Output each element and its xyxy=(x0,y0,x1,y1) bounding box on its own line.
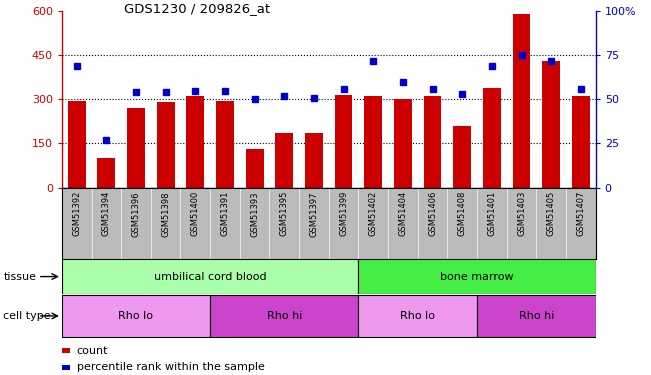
Text: GSM51401: GSM51401 xyxy=(488,191,496,236)
Text: GSM51396: GSM51396 xyxy=(132,191,141,237)
Text: cell type: cell type xyxy=(3,311,51,321)
Text: GDS1230 / 209826_at: GDS1230 / 209826_at xyxy=(124,2,270,15)
Bar xyxy=(68,101,85,188)
Text: GSM51391: GSM51391 xyxy=(221,191,229,237)
Bar xyxy=(359,295,477,337)
Bar xyxy=(127,108,145,188)
Bar xyxy=(62,260,359,294)
Text: GSM51406: GSM51406 xyxy=(428,191,437,237)
Text: percentile rank within the sample: percentile rank within the sample xyxy=(77,363,265,372)
Text: GSM51400: GSM51400 xyxy=(191,191,200,236)
Text: GSM51405: GSM51405 xyxy=(547,191,556,236)
Text: GSM51404: GSM51404 xyxy=(398,191,408,236)
Bar xyxy=(216,101,234,188)
Bar xyxy=(359,260,596,294)
Bar xyxy=(186,96,204,188)
Text: GSM51402: GSM51402 xyxy=(368,191,378,236)
Text: Rho hi: Rho hi xyxy=(519,311,554,321)
Text: tissue: tissue xyxy=(3,272,36,282)
Bar xyxy=(245,149,264,188)
Text: GSM51403: GSM51403 xyxy=(517,191,526,237)
Text: umbilical cord blood: umbilical cord blood xyxy=(154,272,266,282)
Text: count: count xyxy=(77,346,108,355)
Text: GSM51394: GSM51394 xyxy=(102,191,111,237)
Bar xyxy=(335,95,352,188)
Text: bone marrow: bone marrow xyxy=(440,272,514,282)
Bar xyxy=(275,133,293,188)
Bar xyxy=(305,133,323,188)
Bar xyxy=(157,102,174,188)
Bar xyxy=(365,96,382,188)
Text: GSM51408: GSM51408 xyxy=(458,191,467,237)
Bar xyxy=(210,295,359,337)
Bar xyxy=(62,295,210,337)
Text: GSM51407: GSM51407 xyxy=(576,191,585,237)
Bar xyxy=(424,96,441,188)
Bar xyxy=(98,158,115,188)
Text: Rho lo: Rho lo xyxy=(400,311,436,321)
Text: Rho hi: Rho hi xyxy=(266,311,302,321)
Bar xyxy=(477,295,596,337)
Bar xyxy=(394,99,412,188)
Text: GSM51392: GSM51392 xyxy=(72,191,81,237)
Text: Rho lo: Rho lo xyxy=(118,311,154,321)
Bar xyxy=(483,88,501,188)
Text: GSM51395: GSM51395 xyxy=(280,191,289,237)
Text: GSM51399: GSM51399 xyxy=(339,191,348,237)
Bar xyxy=(512,14,531,188)
Text: GSM51397: GSM51397 xyxy=(309,191,318,237)
Bar xyxy=(542,61,560,188)
Bar xyxy=(572,96,590,188)
Text: GSM51398: GSM51398 xyxy=(161,191,170,237)
Text: GSM51393: GSM51393 xyxy=(250,191,259,237)
Bar xyxy=(453,126,471,188)
